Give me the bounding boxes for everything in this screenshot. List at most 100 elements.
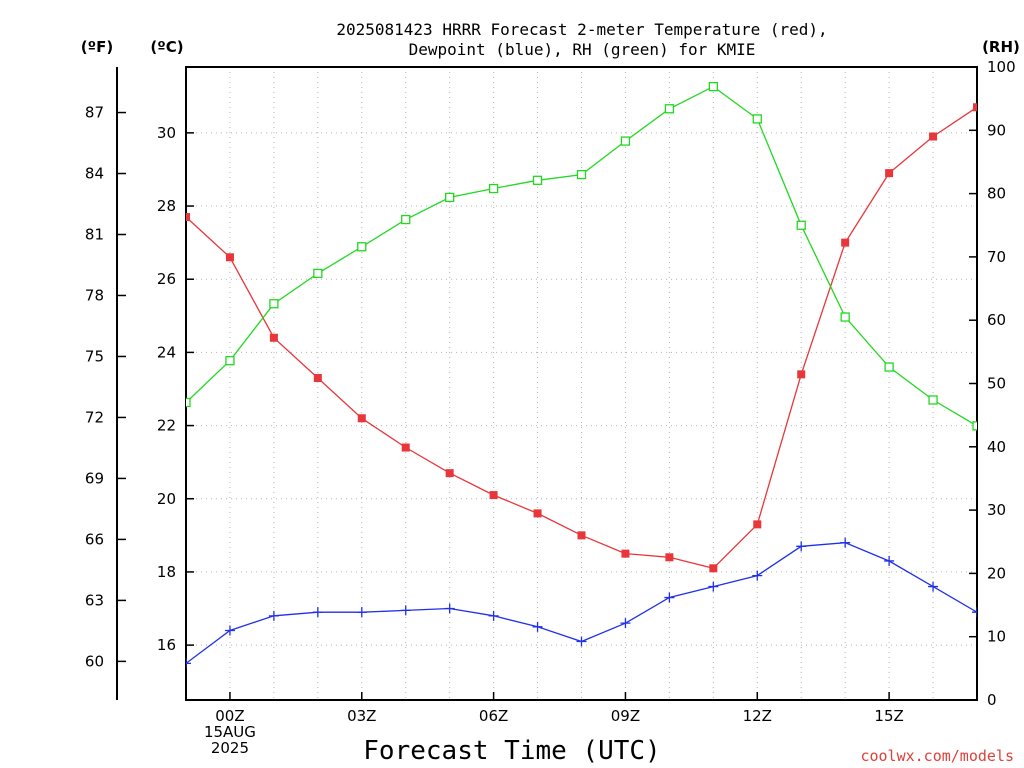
rh-point (884, 362, 894, 372)
celsius-tick-label: 30 (157, 124, 176, 142)
rh-tick-label: 70 (987, 248, 1006, 266)
rh-point (796, 220, 806, 230)
fahrenheit-unit-label: (ºF) (81, 38, 113, 56)
chart-title-line-2: Dewpoint (blue), RH (green) for KMIE (409, 40, 756, 59)
rh-point (840, 312, 850, 322)
celsius-tick-label: 24 (157, 343, 176, 361)
rh-unit-label: (RH) (982, 38, 1020, 56)
rh-tick-label: 100 (987, 58, 1016, 76)
dewpoint-point (928, 581, 939, 592)
fahrenheit-tick-label: 60 (85, 652, 104, 670)
fahrenheit-tick-label: 72 (85, 408, 104, 426)
dewpoint-point (400, 605, 411, 616)
temp-point (313, 374, 322, 383)
dewpoint-point (444, 603, 455, 614)
x-tick-label: 15Z (874, 707, 903, 725)
dewpoint-point (840, 537, 851, 548)
rh-point (664, 104, 675, 114)
celsius-tick-label: 16 (157, 636, 176, 654)
grid-lines (186, 67, 977, 700)
x-tick-label: 00Z (215, 707, 244, 725)
dewpoint-point (620, 618, 631, 629)
temp-point (885, 169, 894, 178)
rh-tick-label: 90 (987, 121, 1006, 139)
rh-tick-label: 30 (987, 501, 1006, 519)
dewpoint-point (356, 607, 367, 618)
rh-point (972, 421, 977, 431)
temp-point (753, 520, 762, 529)
x-tick-label: 03Z (347, 707, 376, 725)
temp-point (489, 491, 498, 500)
rh-point (269, 299, 279, 309)
temp-point (709, 564, 718, 573)
dewpoint-point (884, 555, 895, 566)
dewpoint-point (268, 610, 279, 621)
celsius-tick-label: 22 (157, 417, 176, 435)
fahrenheit-tick-label: 69 (85, 469, 104, 487)
temp-point (357, 414, 366, 423)
celsius-tick-label: 28 (157, 197, 176, 215)
x-tick-label: 06Z (479, 707, 508, 725)
rh-point (928, 395, 938, 405)
rh-tick-label: 10 (987, 628, 1006, 646)
dewpoint-point (752, 570, 763, 581)
dewpoint-point (664, 592, 675, 603)
celsius-tick-label: 18 (157, 563, 176, 581)
temp-point (225, 253, 234, 262)
x-tick-label: 15AUG (204, 723, 256, 741)
rh-tick-label: 20 (987, 564, 1006, 582)
rh-point (313, 268, 323, 279)
x-tick-label: 2025 (211, 739, 249, 757)
celsius-tick-label: 26 (157, 270, 176, 288)
dewpoint-point (312, 607, 323, 618)
dewpoint-point (708, 581, 719, 592)
fahrenheit-tick-label: 63 (85, 591, 104, 609)
rh-point (401, 214, 411, 225)
credit-label: coolwx.com/models (860, 747, 1014, 765)
temp-point (186, 213, 190, 222)
dewpoint-point (488, 610, 499, 621)
temp-point (665, 553, 674, 562)
x-tick-label: 09Z (611, 707, 640, 725)
temp-point (269, 333, 278, 342)
rh-point (576, 169, 587, 180)
rh-point (708, 81, 718, 92)
fahrenheit-tick-label: 87 (85, 104, 104, 122)
fahrenheit-tick-label: 78 (85, 286, 104, 304)
celsius-tick-label: 20 (157, 490, 176, 508)
x-axis-title: Forecast Time (UTC) (363, 736, 660, 766)
rh-point (225, 356, 235, 366)
rh-point (186, 397, 191, 408)
dewpoint-point (972, 607, 977, 618)
temp-point (445, 469, 454, 478)
temp-series (186, 103, 977, 573)
dewpoint-point (532, 621, 543, 632)
temp-point (973, 103, 977, 112)
rh-tick-label: 80 (987, 185, 1006, 203)
rh-point (620, 136, 631, 146)
fahrenheit-tick-label: 66 (85, 530, 104, 548)
temp-point (577, 531, 586, 540)
rh-point (445, 192, 455, 203)
fahrenheit-tick-label: 81 (85, 225, 104, 243)
temp-point (533, 509, 542, 518)
data-series (186, 81, 977, 669)
dewpoint-point (576, 636, 587, 647)
rh-series (186, 81, 977, 431)
rh-point (752, 114, 762, 124)
dewpoint-point (224, 625, 235, 636)
dewpoint-series (186, 537, 977, 669)
x-tick-label: 12Z (743, 707, 772, 725)
temp-point (797, 370, 806, 379)
temp-point (929, 132, 938, 141)
rh-tick-label: 0 (987, 691, 997, 709)
rh-tick-label: 50 (987, 375, 1006, 393)
rh-point (532, 175, 543, 185)
fahrenheit-tick-label: 75 (85, 347, 104, 365)
dewpoint-point (796, 541, 807, 552)
axes (116, 66, 978, 701)
chart-title-line-1: 2025081423 HRRR Forecast 2-meter Tempera… (336, 20, 827, 39)
dewpoint-point (186, 658, 191, 669)
rh-tick-label: 60 (987, 311, 1006, 329)
